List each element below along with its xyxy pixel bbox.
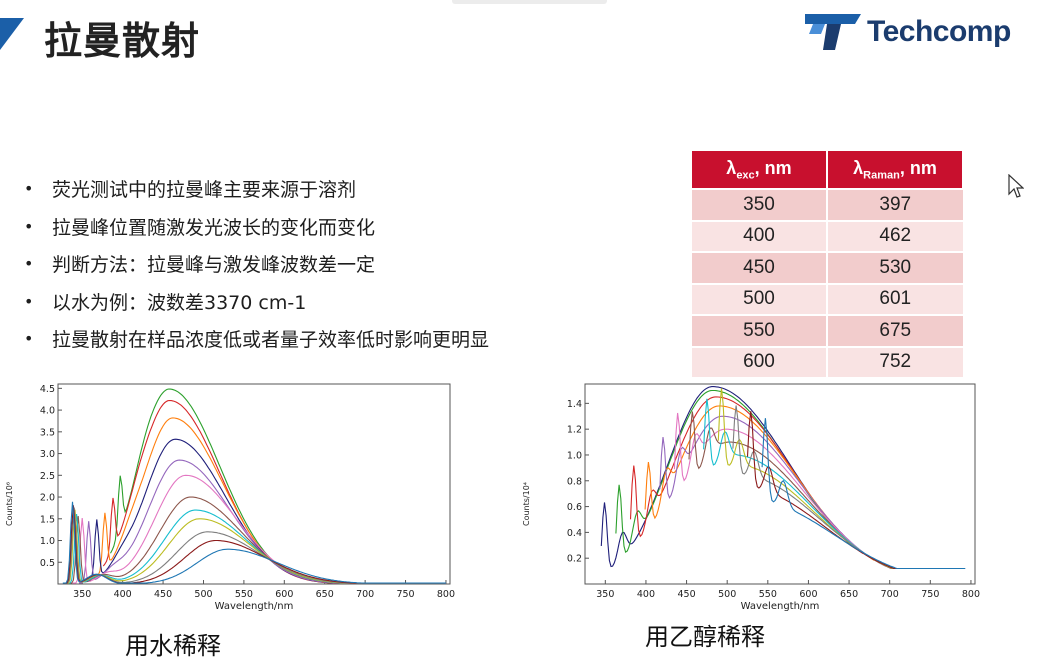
x-tick-label: 800 — [437, 589, 455, 600]
y-tick-label: 0.2 — [567, 554, 582, 565]
bullet-item: • 判断方法：拉曼峰与激发峰波数差一定 — [24, 245, 489, 283]
y-axis-label: Counts/10⁶ — [5, 482, 14, 526]
table-cell: 450 — [692, 251, 828, 284]
y-tick-label: 0.8 — [567, 476, 582, 487]
table-cell: 530 — [827, 251, 963, 284]
table-row: 600 752 — [692, 345, 963, 377]
raman-table: λexc, nm λRaman, nm 350 397 400 462 450 530… — [692, 151, 963, 377]
y-tick-label: 4.5 — [40, 384, 55, 395]
x-tick-label: 750 — [921, 589, 939, 600]
x-tick-label: 800 — [962, 589, 980, 600]
logo-text: Techcomp — [867, 15, 1011, 48]
y-tick-label: 1.2 — [567, 425, 582, 436]
table-header-row: λexc, nm λRaman, nm — [692, 151, 963, 189]
x-tick-label: 650 — [316, 589, 334, 600]
table-row: 450 530 — [692, 251, 963, 284]
table-cell: 550 — [692, 314, 828, 347]
x-tick-label: 600 — [799, 589, 817, 600]
y-tick-label: 3.0 — [40, 449, 55, 460]
bullet-text: 拉曼峰位置随激发光波长的变化而变化 — [52, 216, 376, 239]
series-line — [62, 501, 446, 584]
table-row: 350 397 — [692, 188, 963, 221]
bullet-item: • 拉曼散射在样品浓度低或者量子效率低时影响更明显 — [24, 320, 489, 358]
table-cell: 462 — [827, 219, 963, 252]
bullet-dot-icon: • — [24, 291, 34, 311]
bullet-text: 荧光测试中的拉曼峰主要来源于溶剂 — [52, 179, 357, 202]
x-axis-label: Wavelength/nm — [741, 601, 820, 612]
x-tick-label: 350 — [596, 589, 614, 600]
bullet-text: 以水为例：波数差3370 cm-1 — [52, 291, 307, 314]
logo-mark-icon — [805, 14, 861, 50]
series-line — [761, 418, 966, 570]
table-row: 400 462 — [692, 219, 963, 252]
ethanol-dilution-chart: 350 400 450 500 550 600 650 700 750 800 0.2 0.4 0.6 0… — [522, 383, 980, 612]
series-line — [615, 389, 852, 553]
x-tick-label: 400 — [637, 589, 655, 600]
y-tick-label: 1.0 — [567, 450, 582, 461]
x-tick-label: 350 — [73, 589, 91, 600]
plot-frame — [584, 383, 976, 585]
table-cell: 752 — [827, 345, 963, 377]
ethanol-chart-caption: 用乙醇稀释 — [645, 623, 765, 651]
bullet-text: 判断方法：拉曼峰与激发峰波数差一定 — [52, 254, 376, 277]
top-tab — [452, 0, 607, 4]
bullet-text: 拉曼散射在样品浓度低或者量子效率低时影响更明显 — [52, 329, 490, 352]
bullet-dot-icon: • — [24, 329, 34, 349]
y-axis-label: Counts/10⁴ — [522, 482, 531, 526]
x-tick-label: 550 — [235, 589, 253, 600]
y-tick-label: 2.0 — [40, 493, 55, 504]
y-tick-label: 0.6 — [567, 502, 582, 513]
table-cell: 675 — [827, 314, 963, 347]
y-tick-label: 1.0 — [40, 536, 55, 547]
x-tick-label: 500 — [194, 589, 212, 600]
water-dilution-chart: 350 400 450 500 550 600 650 700 750 800 0.5 1.0 1.5 2… — [5, 383, 455, 612]
bullet-item: • 荧光测试中的拉曼峰主要来源于溶剂 — [24, 170, 489, 208]
y-tick-label: 1.4 — [567, 399, 582, 410]
x-tick-label: 400 — [114, 589, 132, 600]
bullet-dot-icon: • — [24, 254, 34, 274]
corner-accent — [0, 18, 24, 50]
table-row: 550 675 — [692, 314, 963, 347]
x-tick-label: 750 — [396, 589, 414, 600]
table-cell: 500 — [692, 282, 828, 315]
x-tick-label: 450 — [154, 589, 172, 600]
x-tick-label: 550 — [759, 589, 777, 600]
x-tick-label: 700 — [881, 589, 899, 600]
header-raman: λRaman, nm — [827, 151, 963, 189]
y-tick-label: 1.5 — [40, 514, 55, 525]
bullet-item: • 拉曼峰位置随激发光波长的变化而变化 — [24, 208, 489, 246]
company-logo: Techcomp — [805, 12, 1011, 52]
y-tick-label: 0.5 — [40, 558, 55, 569]
bullet-dot-icon: • — [24, 179, 34, 199]
x-tick-label: 700 — [356, 589, 374, 600]
table-row: 500 601 — [692, 282, 963, 315]
y-tick-label: 2.5 — [40, 471, 55, 482]
bullet-list: • 荧光测试中的拉曼峰主要来源于溶剂 • 拉曼峰位置随激发光波长的变化而变化 • 判断… — [24, 170, 489, 358]
slide-title: 拉曼散射 — [44, 19, 201, 63]
table-cell: 600 — [692, 345, 828, 377]
bullet-item: • 以水为例：波数差3370 cm-1 — [24, 283, 489, 321]
x-tick-label: 500 — [718, 589, 736, 600]
table-cell: 400 — [692, 219, 828, 252]
x-tick-label: 600 — [275, 589, 293, 600]
x-tick-label: 450 — [677, 589, 695, 600]
y-tick-label: 4.0 — [40, 406, 55, 417]
table-cell: 601 — [827, 282, 963, 315]
x-tick-label: 650 — [840, 589, 858, 600]
table-cell: 397 — [827, 188, 963, 221]
water-chart-caption: 用水稀释 — [125, 632, 221, 660]
y-tick-label: 3.5 — [40, 427, 55, 438]
x-axis-label: Wavelength/nm — [215, 601, 294, 612]
mouse-pointer-icon — [1008, 174, 1024, 198]
bullet-dot-icon: • — [24, 216, 34, 236]
header-excitation: λexc, nm — [692, 151, 828, 189]
table-cell: 350 — [692, 188, 828, 221]
y-tick-label: 0.4 — [567, 528, 582, 539]
